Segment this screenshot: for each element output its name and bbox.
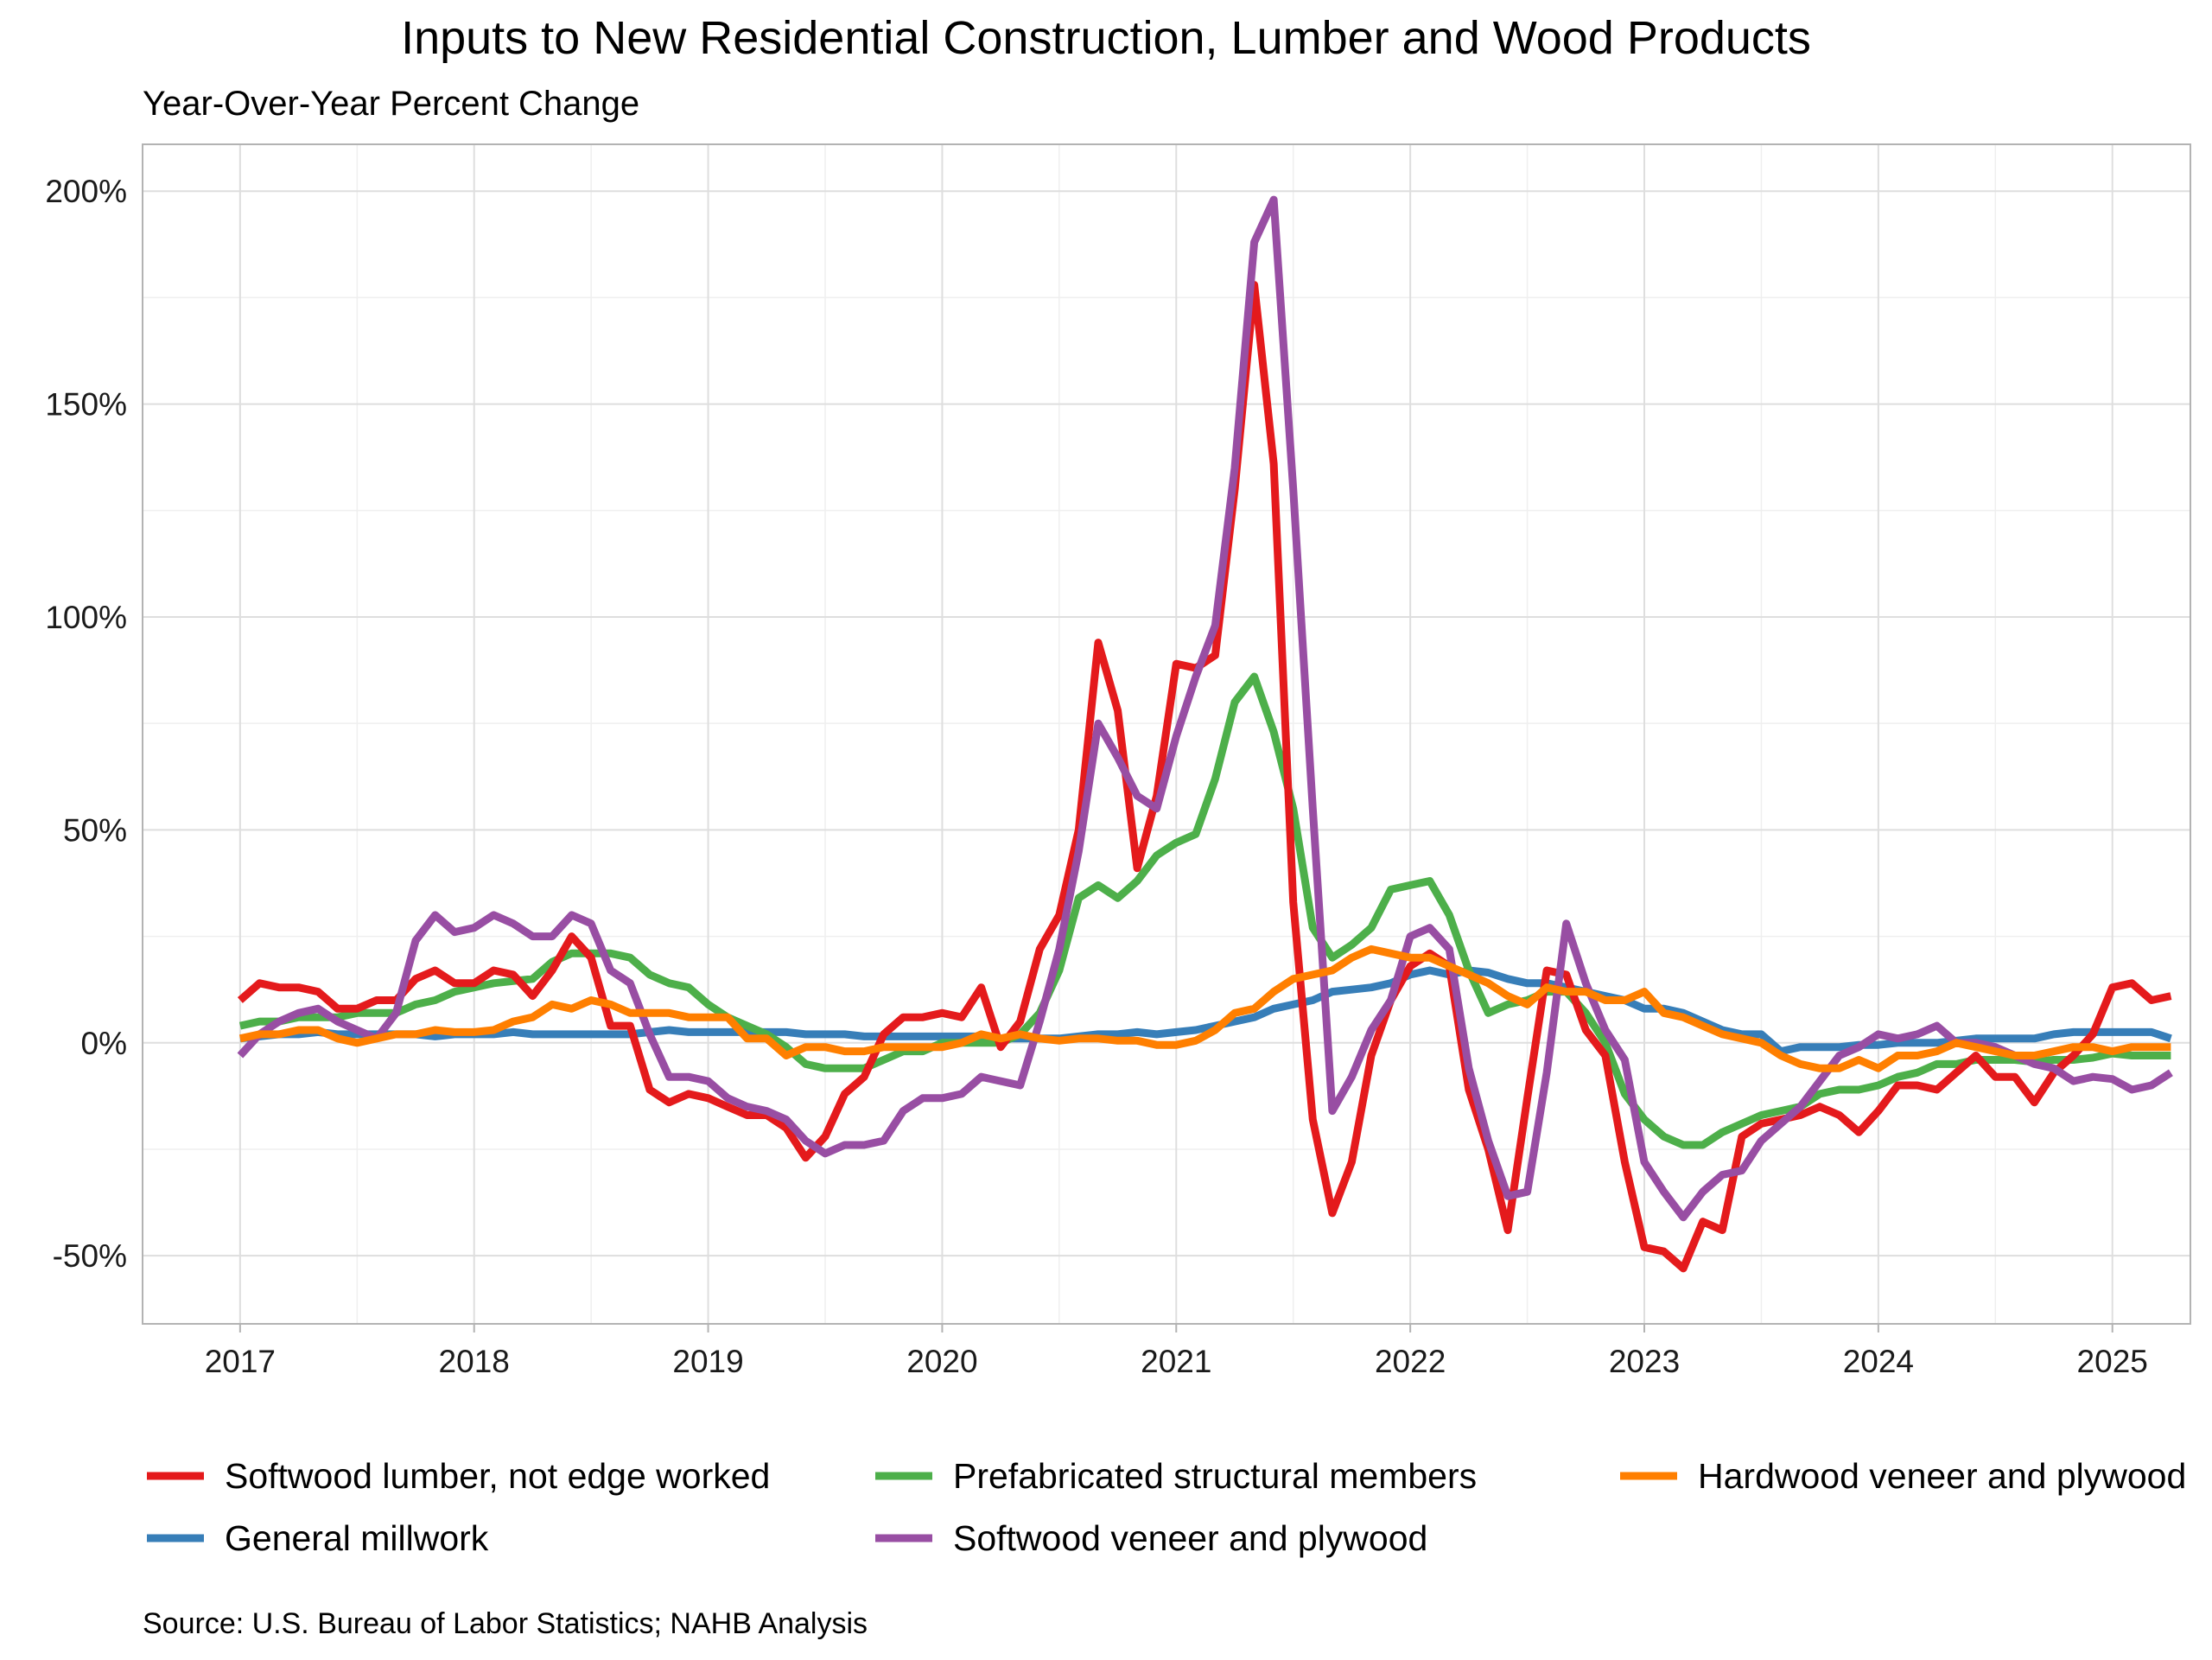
- legend-label: Softwood veneer and plywood: [953, 1518, 1427, 1558]
- legend-label: Hardwood veneer and plywood: [1698, 1456, 2186, 1496]
- series-line: [239, 966, 2172, 1056]
- x-tick-label: 2019: [672, 1344, 743, 1379]
- y-tick-label: 0%: [81, 1026, 127, 1061]
- legend-label: Prefabricated structural members: [953, 1456, 1477, 1496]
- y-tick-label: 200%: [45, 174, 127, 209]
- x-tick-label: 2020: [906, 1344, 977, 1379]
- x-tick-label: 2023: [1609, 1344, 1680, 1379]
- chart-title: Inputs to New Residential Construction, …: [401, 12, 1811, 64]
- plot-panel: [142, 143, 2191, 1325]
- chart-caption: Source: U.S. Bureau of Labor Statistics;…: [143, 1607, 868, 1640]
- series-line: [237, 195, 2173, 1222]
- x-tick-label: 2021: [1141, 1344, 1211, 1379]
- x-tick-label: 2022: [1375, 1344, 1446, 1379]
- y-tick-label: -50%: [53, 1238, 127, 1274]
- legend: Softwood lumber, not edge worked Prefabri…: [147, 1456, 2186, 1558]
- x-tick-label: 2017: [205, 1344, 276, 1379]
- y-tick-label: 50%: [63, 812, 127, 848]
- legend-label: Softwood lumber, not edge worked: [225, 1456, 770, 1496]
- legend-label: General millwork: [225, 1518, 489, 1558]
- series-lines: [237, 195, 2173, 1273]
- x-tick-label: 2018: [439, 1344, 510, 1379]
- y-tick-label: 100%: [45, 600, 127, 635]
- x-tick-label: 2025: [2077, 1344, 2148, 1379]
- x-tick-label: 2024: [1843, 1344, 1914, 1379]
- chart-subtitle: Year-Over-Year Percent Change: [143, 85, 639, 123]
- y-axis: -50% 0% 50% 100% 150% 200%: [45, 174, 127, 1274]
- x-axis: 2017 2018 2019 2020 2021 2022 2023 2024 2025: [205, 1324, 2148, 1379]
- y-tick-label: 150%: [45, 387, 127, 423]
- series-line: [238, 944, 2171, 1072]
- plot-border: [142, 143, 2191, 1325]
